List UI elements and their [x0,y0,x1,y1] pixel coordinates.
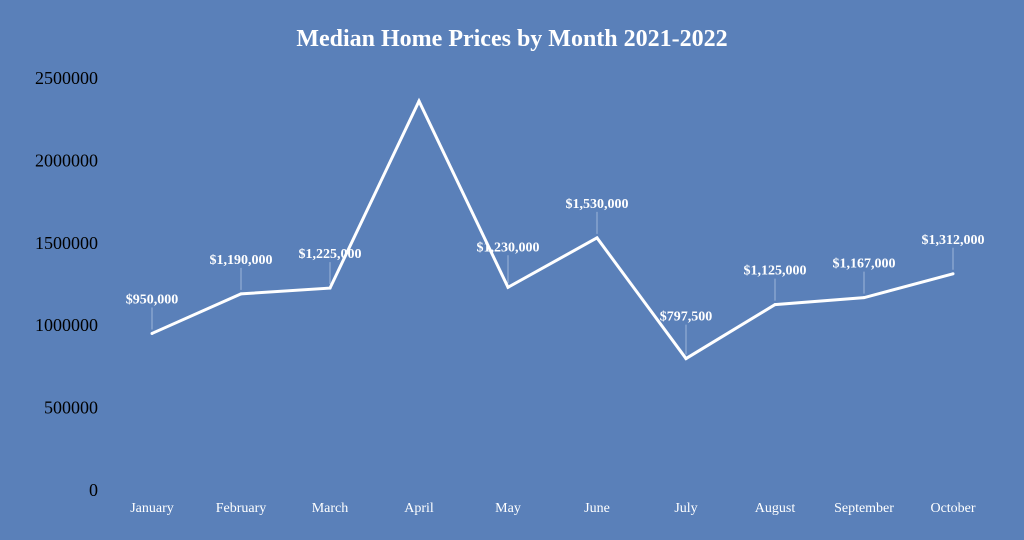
x-tick-label: April [404,501,434,516]
data-label: $1,225,000 [299,247,362,262]
data-labels: $950,000 $1,190,000 $1,225,000 $1,230,000 $1… [126,197,985,325]
data-point [951,272,955,276]
x-tick-label: August [755,501,796,516]
data-label: $1,167,000 [833,257,896,272]
data-point [595,236,599,240]
x-tick-label: September [834,501,894,516]
data-point [773,303,777,307]
x-tick-label: May [495,501,521,516]
data-point [239,292,243,296]
data-point [328,286,332,290]
x-axis: January February March April May June July Augu… [130,501,976,516]
y-tick-label: 1000000 [35,315,98,335]
y-axis: 0 500000 1000000 1500000 2000000 2500000 [35,68,98,500]
y-tick-label: 1500000 [35,233,98,253]
data-label: $1,125,000 [744,264,807,279]
data-point [506,285,510,289]
series-line [151,97,954,361]
x-tick-label: January [130,501,174,516]
data-label: $1,230,000 [477,240,540,255]
chart-title: Median Home Prices by Month 2021-2022 [296,26,727,52]
data-point [417,99,421,103]
data-label-leaders [151,211,954,355]
y-tick-label: 2000000 [35,150,98,170]
data-label: $1,312,000 [922,233,985,248]
data-label: $797,500 [660,310,713,325]
data-point [150,331,154,335]
y-tick-label: 2500000 [35,68,98,88]
x-tick-label: June [584,501,610,516]
x-tick-label: March [312,501,349,516]
y-tick-label: 500000 [44,398,98,418]
x-tick-label: July [674,501,697,516]
data-point [684,357,688,361]
x-tick-label: October [930,501,975,516]
data-label: $950,000 [126,292,179,307]
data-points [150,99,955,361]
data-point [862,296,866,300]
y-tick-label: 0 [89,480,98,500]
data-label: $1,530,000 [566,197,629,212]
data-label: $1,190,000 [210,253,273,268]
x-tick-label: February [216,501,267,516]
